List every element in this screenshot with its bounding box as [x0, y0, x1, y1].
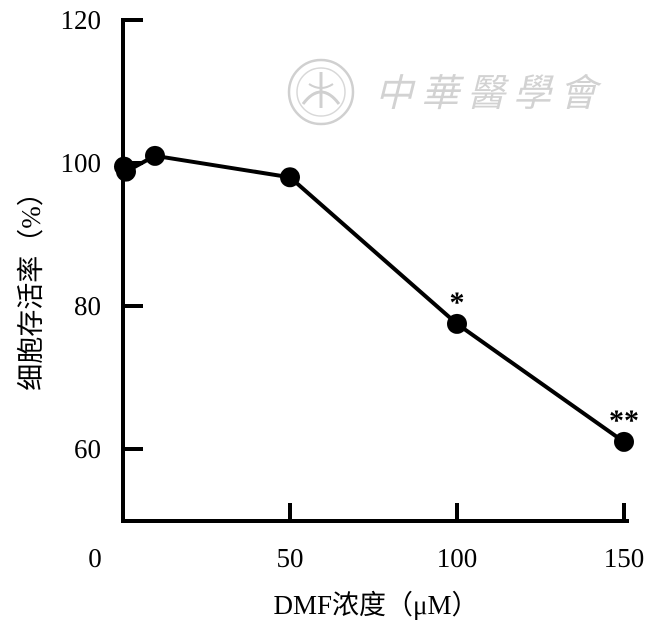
y-axis-label: 细胞存活率（%） [16, 179, 46, 391]
x-ticks: 0 50 100 150 [88, 503, 644, 573]
data-point [145, 145, 165, 166]
x-axis-label: DMF浓度（μM） [273, 590, 478, 620]
data-point [447, 313, 467, 334]
y-tick-label: 80 [74, 291, 101, 321]
data-point [280, 167, 300, 188]
series: *** [114, 145, 639, 452]
series-line [122, 153, 626, 444]
significance-marker: * [450, 286, 465, 319]
x-tick-label: 100 [437, 543, 478, 573]
x-tick-label: 0 [88, 543, 102, 573]
y-tick-label: 100 [61, 148, 102, 178]
watermark-text: 中華醫學會 [375, 71, 605, 115]
y-tick-label: 120 [61, 5, 102, 35]
society-seal-icon [287, 58, 355, 126]
watermark: 中華醫學會 [287, 58, 605, 126]
data-point [116, 161, 136, 182]
data-point [614, 431, 634, 452]
y-tick-label: 60 [74, 434, 101, 464]
x-tick-label: 150 [604, 543, 645, 573]
x-tick-label: 50 [277, 543, 304, 573]
y-ticks: 60 80 100 120 [61, 5, 143, 464]
significance-marker: ** [609, 404, 639, 437]
